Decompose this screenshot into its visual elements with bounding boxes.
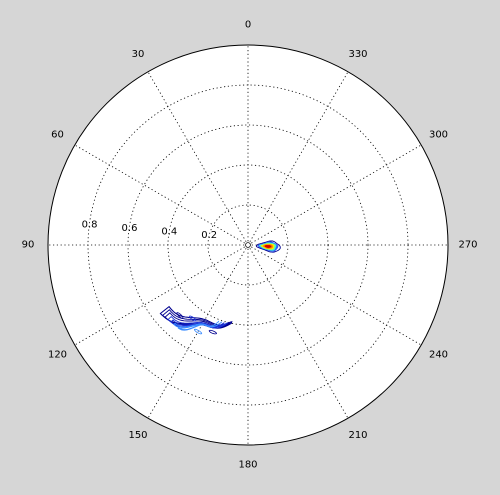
angle-tick-label-30: 30 — [132, 49, 145, 60]
angle-tick-label-90: 90 — [22, 240, 35, 251]
angle-tick-label-150: 150 — [128, 430, 147, 441]
contour-fragment — [208, 329, 218, 335]
angle-tick-label-120: 120 — [48, 350, 67, 361]
contour-fragment — [176, 312, 184, 319]
contour-blob-level-1 — [255, 240, 281, 253]
angle-tick-label-0: 0 — [245, 20, 251, 31]
radial-gridline-0.4 — [167, 164, 329, 326]
radial-gridline-0.8 — [87, 84, 409, 406]
angle-tick-label-210: 210 — [348, 430, 367, 441]
radial-tick-label-0.8: 0.8 — [82, 220, 98, 231]
radial-gridline-0.6 — [127, 124, 369, 366]
radial-tick-label-0.6: 0.6 — [122, 223, 138, 234]
angle-tick-label-60: 60 — [51, 130, 64, 141]
contour-fragment — [193, 328, 203, 335]
polar-axis-boundary — [47, 44, 449, 446]
contour-crescent-level-7 — [177, 320, 220, 331]
contour-crescent-level-4 — [167, 315, 228, 329]
contour-fragment — [189, 315, 197, 322]
contour-crescent-level-1 — [159, 305, 233, 329]
angle-tick-label-180: 180 — [238, 460, 257, 471]
contour-plot — [159, 240, 281, 335]
angle-tick-label-240: 240 — [429, 350, 448, 361]
radial-tick-label-0.4: 0.4 — [161, 227, 177, 238]
contour-crescent-level-2 — [162, 309, 231, 329]
angle-tick-label-330: 330 — [348, 49, 367, 60]
angular-gridlines — [48, 45, 448, 445]
radial-tick-label-0.2: 0.2 — [201, 230, 217, 241]
angular-tick-labels: 0 30 60 90 120 150 180 210 240 270 300 330 — [22, 20, 478, 471]
angle-tick-label-300: 300 — [429, 130, 448, 141]
radial-tick-labels: 0.2 0.4 0.6 0.8 — [82, 220, 218, 241]
contour-blob-level-6 — [264, 244, 272, 249]
angle-tick-label-270: 270 — [458, 240, 477, 251]
contour-crescent-level-6 — [173, 321, 223, 329]
origin-marker — [245, 242, 251, 248]
radial-gridline-0.2 — [207, 204, 289, 286]
polar-outer-circle — [47, 44, 449, 446]
radial-gridlines — [87, 84, 409, 406]
